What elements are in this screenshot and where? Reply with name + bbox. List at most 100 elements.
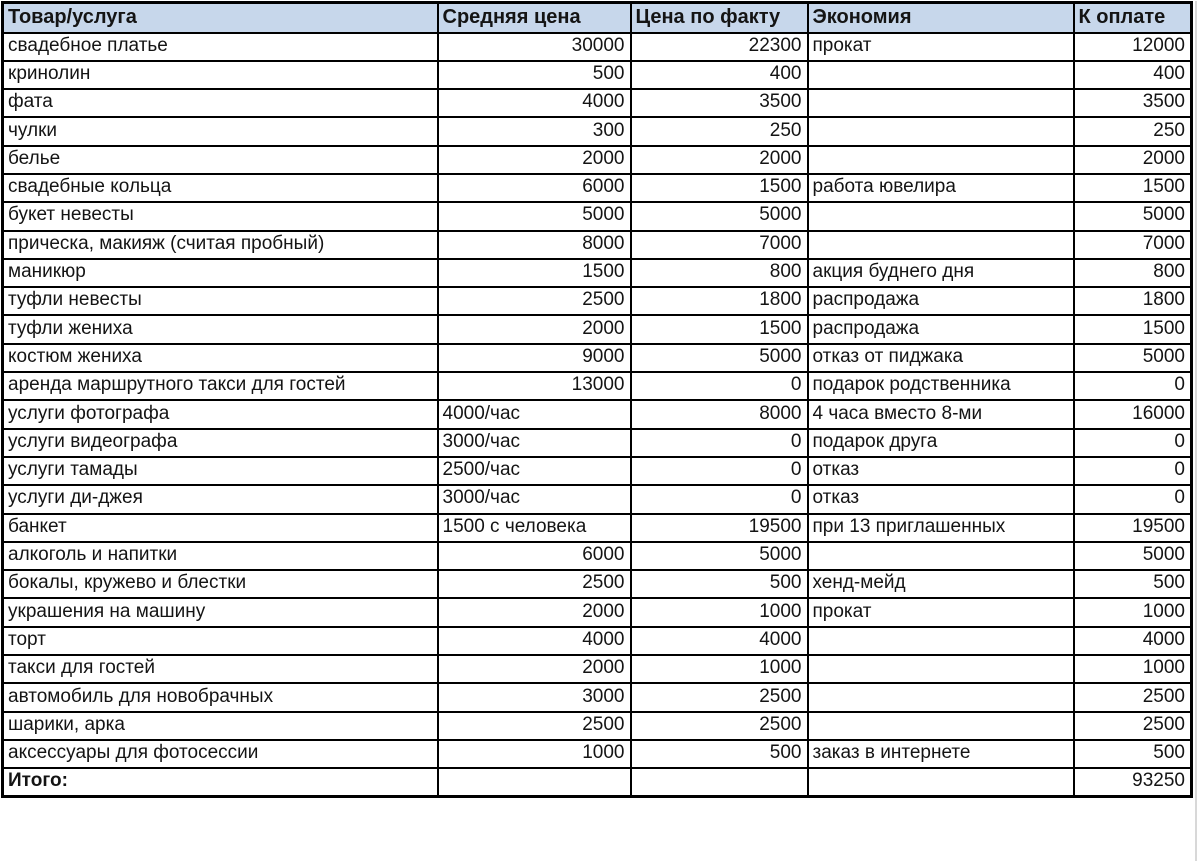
- cell[interactable]: прокат: [806, 31, 1075, 62]
- cell[interactable]: 22300: [629, 31, 809, 62]
- cell[interactable]: [806, 229, 1075, 260]
- cell[interactable]: 0: [1072, 427, 1193, 458]
- cell[interactable]: аренда маршрутного такси для гостей: [1, 371, 439, 402]
- cell[interactable]: 500: [1072, 569, 1193, 600]
- cell[interactable]: 3500: [1072, 88, 1193, 119]
- cell[interactable]: 2500: [1072, 682, 1193, 713]
- cell[interactable]: распродажа: [806, 314, 1075, 345]
- cell[interactable]: украшения на машину: [1, 597, 439, 628]
- cell[interactable]: 1000: [1072, 654, 1193, 685]
- cell[interactable]: 8000: [629, 399, 809, 430]
- cell[interactable]: прокат: [806, 597, 1075, 628]
- cell[interactable]: 19500: [1072, 512, 1193, 543]
- cell[interactable]: 500: [629, 569, 809, 600]
- cell[interactable]: белье: [1, 144, 439, 175]
- cell[interactable]: 2000: [629, 144, 809, 175]
- cell[interactable]: хенд-мейд: [806, 569, 1075, 600]
- column-header-average-price[interactable]: Средняя цена: [436, 1, 632, 34]
- cell[interactable]: 2500: [436, 286, 632, 317]
- cell[interactable]: 1500: [1072, 172, 1193, 204]
- column-header-actual-price[interactable]: Цена по факту: [629, 1, 809, 34]
- cell[interactable]: 1500 с человека: [436, 512, 632, 543]
- cell[interactable]: при 13 приглашенных: [806, 512, 1075, 543]
- cell[interactable]: [806, 59, 1075, 91]
- cell[interactable]: алкоголь и напитки: [1, 540, 439, 572]
- column-header-to-pay[interactable]: К оплате: [1072, 1, 1193, 34]
- cell[interactable]: 5000: [1072, 201, 1193, 232]
- cell[interactable]: свадебные кольца: [1, 172, 439, 204]
- cell[interactable]: 1000: [629, 654, 809, 685]
- cell[interactable]: 4000: [436, 625, 632, 657]
- cell[interactable]: 6000: [436, 172, 632, 204]
- cell[interactable]: 13000: [436, 371, 632, 402]
- cell[interactable]: [806, 625, 1075, 657]
- cell[interactable]: такси для гостей: [1, 654, 439, 685]
- cell[interactable]: 0: [1072, 455, 1193, 487]
- cell[interactable]: 1000: [436, 738, 632, 770]
- cell[interactable]: 1500: [436, 257, 632, 289]
- cell[interactable]: 4000: [629, 625, 809, 657]
- cell[interactable]: 2500: [629, 682, 809, 713]
- cell[interactable]: 0: [629, 455, 809, 487]
- cell[interactable]: акция буднего дня: [806, 257, 1075, 289]
- cell[interactable]: 0: [629, 484, 809, 515]
- cell[interactable]: 0: [1072, 371, 1193, 402]
- cell[interactable]: 5000: [629, 540, 809, 572]
- cell[interactable]: 0: [629, 427, 809, 458]
- cell[interactable]: [806, 767, 1075, 798]
- cell[interactable]: костюм жениха: [1, 342, 439, 374]
- cell[interactable]: заказ в интернете: [806, 738, 1075, 770]
- cell[interactable]: фата: [1, 88, 439, 119]
- cell[interactable]: 2500: [1072, 710, 1193, 741]
- cell[interactable]: 800: [629, 257, 809, 289]
- cell[interactable]: 5000: [1072, 342, 1193, 374]
- cell[interactable]: [806, 144, 1075, 175]
- cell[interactable]: [806, 540, 1075, 572]
- cell[interactable]: 4000: [436, 88, 632, 119]
- cell[interactable]: услуги тамады: [1, 455, 439, 487]
- cell[interactable]: услуги видеографа: [1, 427, 439, 458]
- cell[interactable]: услуги фотографа: [1, 399, 439, 430]
- cell[interactable]: маникюр: [1, 257, 439, 289]
- cell[interactable]: 5000: [1072, 540, 1193, 572]
- cell[interactable]: 4000/час: [436, 399, 632, 430]
- cell[interactable]: 8000: [436, 229, 632, 260]
- cell[interactable]: 250: [629, 116, 809, 147]
- cell[interactable]: подарок друга: [806, 427, 1075, 458]
- cell[interactable]: 2000: [436, 144, 632, 175]
- cell[interactable]: 2500: [436, 710, 632, 741]
- cell[interactable]: 1800: [1072, 286, 1193, 317]
- cell[interactable]: работа ювелира: [806, 172, 1075, 204]
- cell[interactable]: 2500: [436, 569, 632, 600]
- cell[interactable]: 12000: [1072, 31, 1193, 62]
- column-header-item[interactable]: Товар/услуга: [1, 1, 439, 34]
- cell[interactable]: 30000: [436, 31, 632, 62]
- cell[interactable]: услуги ди-джея: [1, 484, 439, 515]
- cell[interactable]: 2000: [436, 597, 632, 628]
- total-value-cell[interactable]: 93250: [1072, 767, 1193, 798]
- cell[interactable]: подарок родственника: [806, 371, 1075, 402]
- column-header-savings[interactable]: Экономия: [806, 1, 1075, 34]
- cell[interactable]: 3500: [629, 88, 809, 119]
- cell[interactable]: туфли невесты: [1, 286, 439, 317]
- cell[interactable]: шарики, арка: [1, 710, 439, 741]
- cell[interactable]: 0: [629, 371, 809, 402]
- cell[interactable]: 1000: [1072, 597, 1193, 628]
- cell[interactable]: 7000: [629, 229, 809, 260]
- cell[interactable]: 500: [629, 738, 809, 770]
- cell[interactable]: 3000: [436, 682, 632, 713]
- cell[interactable]: 2500: [629, 710, 809, 741]
- cell[interactable]: 3000/час: [436, 484, 632, 515]
- cell[interactable]: [806, 201, 1075, 232]
- cell[interactable]: [806, 116, 1075, 147]
- cell[interactable]: 2000: [436, 654, 632, 685]
- cell[interactable]: автомобиль для новобрачных: [1, 682, 439, 713]
- cell[interactable]: 3000/час: [436, 427, 632, 458]
- cell[interactable]: [806, 710, 1075, 741]
- cell[interactable]: 2500/час: [436, 455, 632, 487]
- cell[interactable]: торт: [1, 625, 439, 657]
- cell[interactable]: бокалы, кружево и блестки: [1, 569, 439, 600]
- cell[interactable]: чулки: [1, 116, 439, 147]
- cell[interactable]: 4000: [1072, 625, 1193, 657]
- cell[interactable]: 0: [1072, 484, 1193, 515]
